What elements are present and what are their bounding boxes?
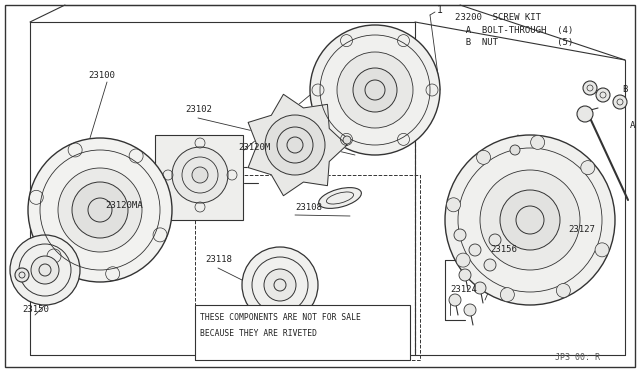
Circle shape bbox=[10, 235, 80, 305]
Circle shape bbox=[459, 269, 471, 281]
Text: 23127: 23127 bbox=[568, 225, 595, 234]
Circle shape bbox=[28, 138, 172, 282]
Circle shape bbox=[172, 147, 228, 203]
Circle shape bbox=[556, 283, 570, 298]
Bar bbox=[155, 135, 243, 220]
Circle shape bbox=[500, 190, 560, 250]
Circle shape bbox=[464, 304, 476, 316]
Circle shape bbox=[531, 135, 545, 150]
Circle shape bbox=[583, 81, 597, 95]
Circle shape bbox=[192, 167, 208, 183]
Circle shape bbox=[477, 150, 490, 164]
Circle shape bbox=[596, 88, 610, 102]
Circle shape bbox=[72, 182, 128, 238]
Text: JP3 00: R: JP3 00: R bbox=[555, 353, 600, 362]
Circle shape bbox=[265, 115, 325, 175]
Circle shape bbox=[474, 282, 486, 294]
Circle shape bbox=[613, 95, 627, 109]
Circle shape bbox=[58, 168, 142, 252]
Text: 23102: 23102 bbox=[185, 106, 212, 115]
Circle shape bbox=[353, 68, 397, 112]
Text: 23120MA: 23120MA bbox=[105, 201, 143, 209]
Circle shape bbox=[456, 253, 470, 267]
Circle shape bbox=[480, 170, 580, 270]
Text: A: A bbox=[630, 121, 636, 129]
Bar bbox=[195, 305, 410, 360]
Circle shape bbox=[310, 25, 440, 155]
Circle shape bbox=[510, 145, 520, 155]
Text: 23124: 23124 bbox=[450, 285, 477, 295]
Text: 23100: 23100 bbox=[88, 71, 115, 80]
Text: 23120M: 23120M bbox=[238, 144, 270, 153]
Circle shape bbox=[500, 288, 515, 302]
Text: THESE COMPONENTS ARE NOT FOR SALE: THESE COMPONENTS ARE NOT FOR SALE bbox=[200, 314, 361, 323]
Text: 23156: 23156 bbox=[490, 246, 517, 254]
Circle shape bbox=[343, 136, 351, 144]
Circle shape bbox=[580, 161, 595, 174]
Text: B  NUT           (5): B NUT (5) bbox=[455, 38, 573, 46]
Circle shape bbox=[31, 256, 59, 284]
Circle shape bbox=[595, 243, 609, 257]
Circle shape bbox=[577, 106, 593, 122]
Text: A  BOLT-THROUGH  (4): A BOLT-THROUGH (4) bbox=[455, 26, 573, 35]
Text: 23108: 23108 bbox=[295, 203, 322, 212]
Circle shape bbox=[337, 52, 413, 128]
Bar bbox=[195, 175, 420, 360]
Polygon shape bbox=[248, 94, 347, 196]
Text: BECAUSE THEY ARE RIVETED: BECAUSE THEY ARE RIVETED bbox=[200, 328, 317, 337]
Text: B: B bbox=[622, 86, 627, 94]
Text: 23200  SCREW KIT: 23200 SCREW KIT bbox=[455, 13, 541, 22]
Circle shape bbox=[447, 198, 461, 212]
Circle shape bbox=[489, 234, 501, 246]
Circle shape bbox=[264, 269, 296, 301]
Ellipse shape bbox=[319, 187, 362, 208]
Text: 1: 1 bbox=[437, 5, 443, 15]
Circle shape bbox=[484, 259, 496, 271]
Circle shape bbox=[469, 244, 481, 256]
Circle shape bbox=[15, 268, 29, 282]
Circle shape bbox=[445, 135, 615, 305]
Circle shape bbox=[242, 247, 318, 323]
Circle shape bbox=[449, 294, 461, 306]
Circle shape bbox=[454, 229, 466, 241]
Text: 23150: 23150 bbox=[22, 305, 49, 314]
Text: 23118: 23118 bbox=[205, 256, 232, 264]
